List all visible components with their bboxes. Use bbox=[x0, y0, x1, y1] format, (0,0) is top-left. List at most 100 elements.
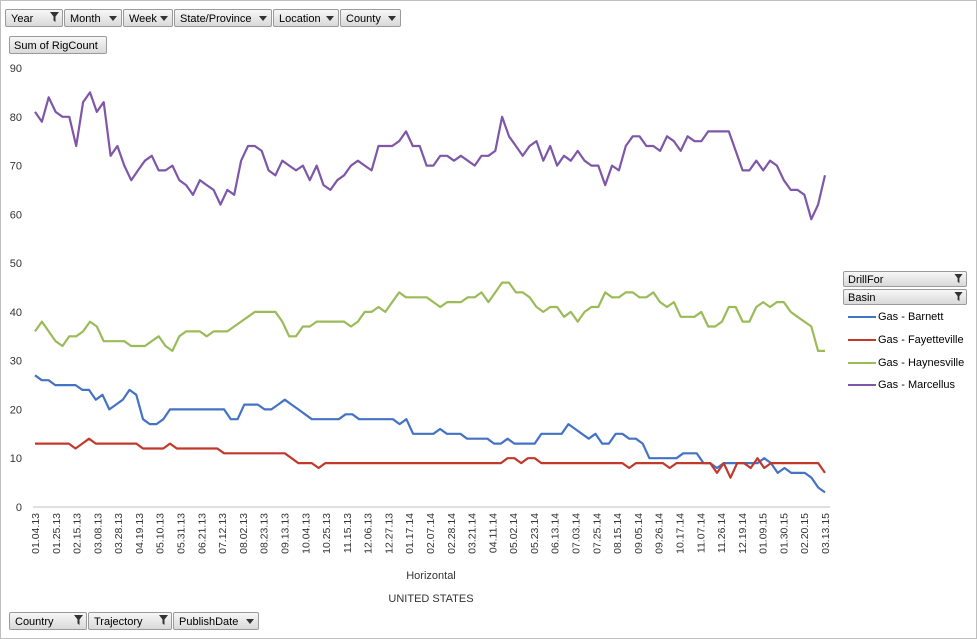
x-tick-label: 04.19.13 bbox=[134, 513, 146, 554]
drillfor-field-button[interactable]: DrillFor bbox=[843, 271, 967, 287]
basin-field-button[interactable]: Basin bbox=[843, 289, 967, 305]
legend-label: Gas - Haynesville bbox=[878, 357, 965, 369]
y-tick-label: 0 bbox=[16, 502, 22, 514]
x-tick-label: 01.09.15 bbox=[758, 513, 770, 554]
location-filter-button[interactable]: Location bbox=[273, 9, 339, 27]
x-tick-label: 07.25.14 bbox=[591, 513, 603, 554]
x-tick-label: 02.28.14 bbox=[446, 513, 458, 554]
x-tick-label: 02.15.13 bbox=[72, 513, 84, 554]
x-tick-label: 09.26.14 bbox=[654, 513, 666, 554]
y-tick-label: 30 bbox=[10, 356, 22, 368]
month-filter-button[interactable]: Month bbox=[64, 9, 122, 27]
x-tick-label: 12.06.13 bbox=[363, 513, 375, 554]
x-tick-label: 09.13.13 bbox=[279, 513, 291, 554]
x-tick-label: 08.23.13 bbox=[259, 513, 271, 554]
publishdate-filter-label: PublishDate bbox=[179, 616, 239, 628]
filter-funnel-icon bbox=[159, 615, 168, 625]
series-line-gas-marcellus bbox=[34, 91, 827, 221]
legend-label: Gas - Fayetteville bbox=[878, 334, 964, 346]
month-filter-label: Month bbox=[70, 13, 101, 25]
x-tick-label: 12.19.14 bbox=[737, 513, 749, 554]
y-tick-label: 70 bbox=[10, 161, 22, 173]
x-tick-label: 02.07.14 bbox=[425, 513, 437, 554]
x-tick-label: 07.03.14 bbox=[571, 513, 583, 554]
x-tick-label: 01.17.14 bbox=[404, 513, 416, 554]
basin-field-label: Basin bbox=[848, 292, 876, 304]
x-axis-label: Horizontal bbox=[406, 570, 456, 582]
y-tick-label: 10 bbox=[10, 453, 22, 465]
x-tick-label: 05.10.13 bbox=[155, 513, 167, 554]
chevron-down-icon bbox=[109, 16, 117, 21]
x-tick-label: 01.25.13 bbox=[51, 513, 63, 554]
y-tick-label: 40 bbox=[10, 307, 22, 319]
y-tick-label: 80 bbox=[10, 112, 22, 124]
county-filter-label: County bbox=[346, 13, 381, 25]
filter-funnel-icon bbox=[74, 615, 83, 625]
y-axis: 0 10 20 30 40 50 60 70 80 90 bbox=[10, 63, 22, 514]
trajectory-filter-label: Trajectory bbox=[94, 616, 143, 628]
x-tick-label: 03.13.15 bbox=[820, 513, 832, 554]
location-filter-label: Location bbox=[279, 13, 321, 25]
x-tick-label: 05.31.13 bbox=[176, 513, 188, 554]
value-field-label: Sum of RigCount bbox=[14, 40, 98, 52]
x-tick-label: 08.15.14 bbox=[612, 513, 624, 554]
chevron-down-icon bbox=[388, 16, 396, 21]
x-axis: 01.04.13 01.25.13 02.15.13 03.08.13 03.28.13… bbox=[30, 506, 832, 554]
legend-swatch bbox=[848, 339, 876, 341]
x-tick-label: 07.12.13 bbox=[217, 513, 229, 554]
legend-swatch bbox=[848, 384, 876, 386]
year-filter-button[interactable]: Year bbox=[5, 9, 63, 27]
x-tick-label: 10.04.13 bbox=[300, 513, 312, 554]
x-tick-label: 02.20.15 bbox=[799, 513, 811, 554]
series-line-gas-barnett bbox=[34, 374, 826, 494]
value-field-button[interactable]: Sum of RigCount bbox=[9, 36, 107, 54]
chevron-down-icon bbox=[259, 16, 267, 21]
legend-label: Gas - Marcellus bbox=[878, 379, 956, 391]
legend-label: Gas - Barnett bbox=[878, 311, 944, 323]
legend-swatch bbox=[848, 362, 876, 364]
trajectory-filter-button[interactable]: Trajectory bbox=[88, 612, 172, 630]
chevron-down-icon bbox=[246, 619, 254, 624]
country-filter-label: Country bbox=[15, 616, 54, 628]
x-tick-label: 12.27.13 bbox=[383, 513, 395, 554]
y-tick-label: 50 bbox=[10, 258, 22, 270]
x-tick-label: 08.02.13 bbox=[238, 513, 250, 554]
x-tick-label: 01.30.15 bbox=[778, 513, 790, 554]
y-tick-label: 90 bbox=[10, 63, 22, 75]
x-tick-label: 06.13.14 bbox=[550, 513, 562, 554]
x-tick-label: 09.05.14 bbox=[633, 513, 645, 554]
x-tick-label: 10.17.14 bbox=[674, 513, 686, 554]
county-filter-button[interactable]: County bbox=[340, 9, 401, 27]
x-tick-label: 03.21.14 bbox=[467, 513, 479, 554]
publishdate-filter-button[interactable]: PublishDate bbox=[173, 612, 259, 630]
filter-funnel-icon bbox=[954, 274, 963, 284]
series-line-gas-haynesville bbox=[34, 281, 825, 352]
legend-swatch bbox=[848, 316, 876, 318]
x-tick-label: 04.11.14 bbox=[487, 513, 499, 553]
filter-funnel-icon bbox=[954, 292, 963, 302]
filter-funnel-icon bbox=[50, 12, 59, 22]
x-tick-label: 01.04.13 bbox=[30, 513, 42, 554]
state-province-filter-label: State/Province bbox=[180, 13, 252, 25]
week-filter-button[interactable]: Week bbox=[123, 9, 173, 27]
x-tick-label: 05.23.14 bbox=[529, 513, 541, 554]
chevron-down-icon bbox=[326, 16, 334, 21]
x-tick-label: 10.25.13 bbox=[321, 513, 333, 554]
week-filter-label: Week bbox=[129, 13, 157, 25]
state-province-filter-button[interactable]: State/Province bbox=[174, 9, 272, 27]
x-tick-label: 11.26.14 bbox=[716, 513, 728, 553]
series-lines bbox=[34, 91, 827, 494]
x-tick-label: 03.28.13 bbox=[113, 513, 125, 554]
drillfor-field-label: DrillFor bbox=[848, 274, 884, 286]
y-tick-label: 20 bbox=[10, 404, 22, 416]
y-tick-label: 60 bbox=[10, 209, 22, 221]
x-tick-label: 11.07.14 bbox=[695, 513, 707, 553]
x-axis-outer-label: UNITED STATES bbox=[388, 593, 473, 605]
series-line-gas-fayetteville bbox=[35, 437, 826, 479]
x-tick-label: 05.02.14 bbox=[508, 513, 520, 554]
x-tick-label: 03.08.13 bbox=[92, 513, 104, 554]
country-filter-button[interactable]: Country bbox=[9, 612, 87, 630]
chevron-down-icon bbox=[160, 16, 168, 21]
x-tick-label: 06.21.13 bbox=[196, 513, 208, 554]
